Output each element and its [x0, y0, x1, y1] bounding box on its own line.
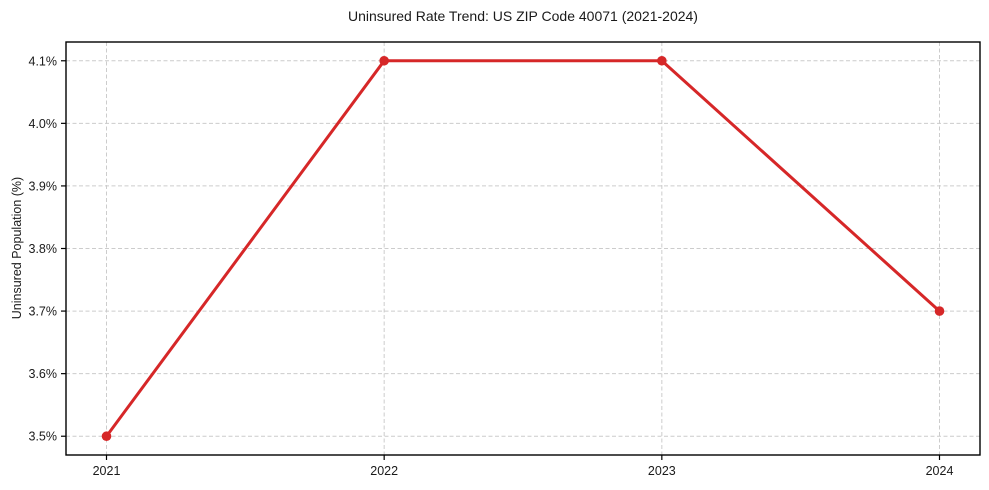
- y-tick-label: 3.7%: [29, 305, 58, 319]
- y-tick-label: 3.9%: [29, 179, 58, 193]
- data-point-2021: [101, 431, 112, 442]
- y-axis-label-text: Uninsured Population (%): [10, 176, 24, 320]
- data-point-2023: [657, 55, 667, 66]
- data-point-2024: [934, 306, 945, 316]
- chart-title: Uninsured Rate Trend: US ZIP Code 40071 …: [348, 8, 698, 24]
- y-tick-label: 3.8%: [29, 242, 58, 256]
- x-tick-label: 2023: [648, 464, 676, 478]
- x-tick-label: 2022: [370, 464, 398, 478]
- y-tick-label: 3.5%: [29, 430, 58, 444]
- y-tick-label: 3.6%: [29, 367, 58, 381]
- y-tick-label: 4.1%: [29, 54, 58, 68]
- x-tick-label: 2021: [93, 464, 121, 478]
- data-point-2022: [379, 55, 389, 66]
- y-tick-label: 4.0%: [29, 117, 58, 131]
- x-tick-label: 2024: [926, 464, 954, 478]
- plot-border: [65, 41, 981, 456]
- trend-line: [105, 59, 941, 438]
